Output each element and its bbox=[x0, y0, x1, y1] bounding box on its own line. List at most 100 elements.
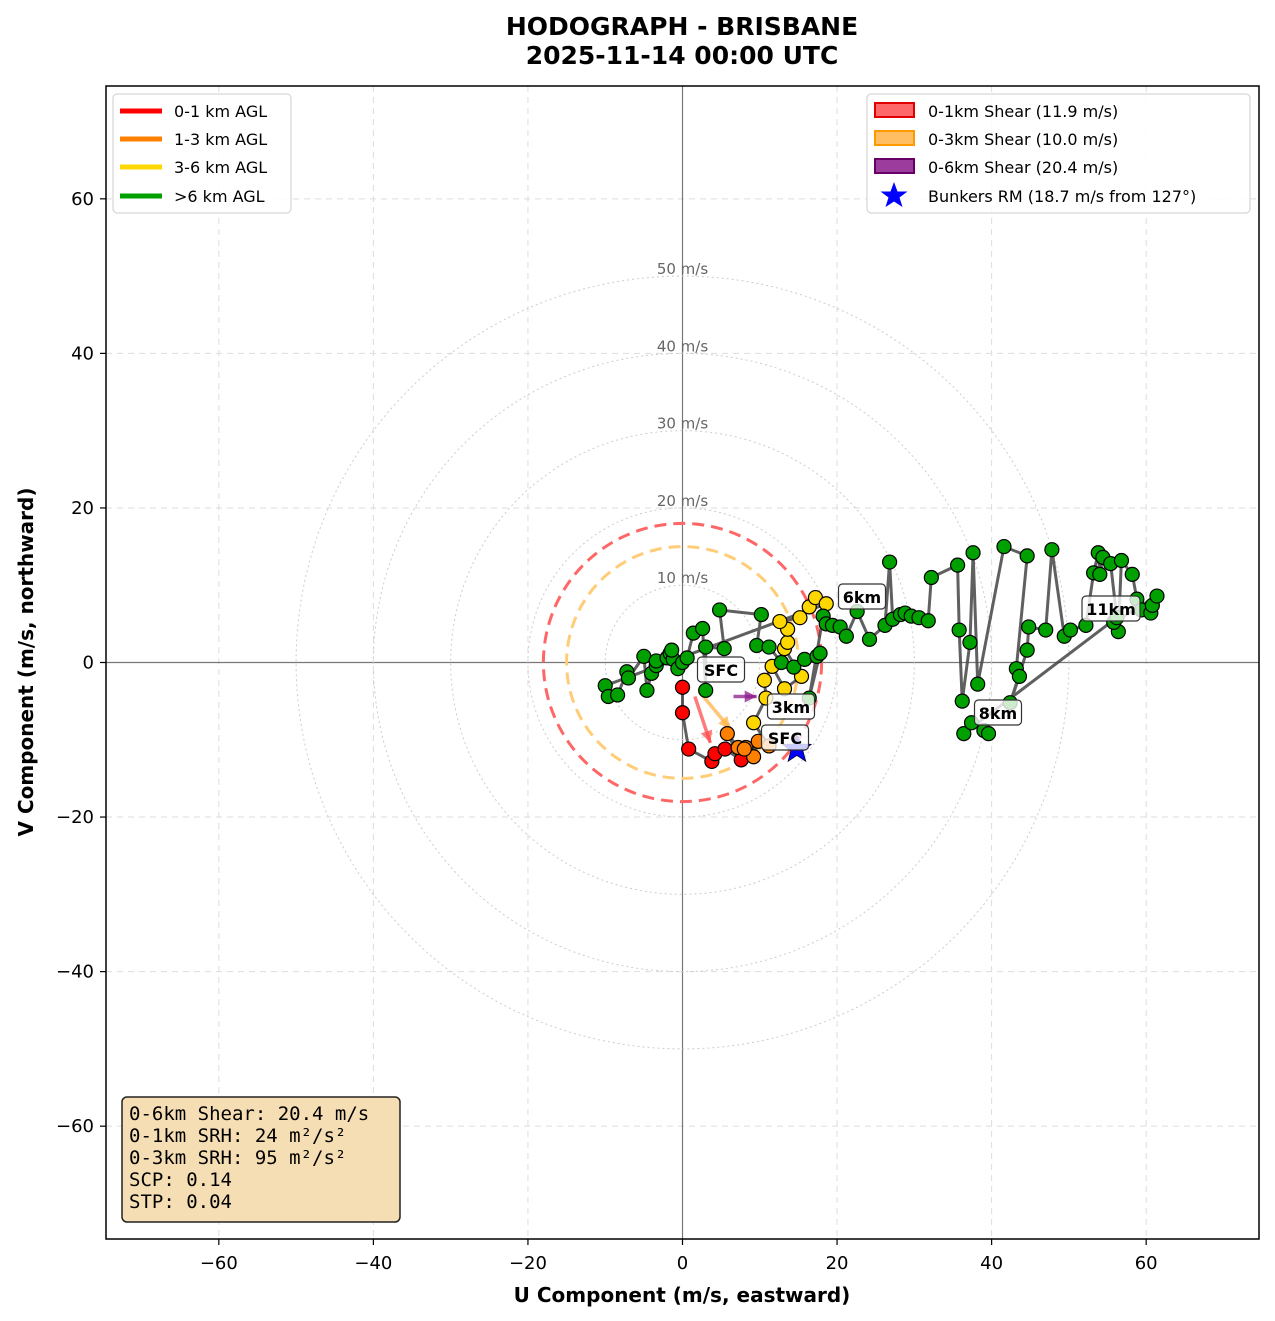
altitude-labels: SFC SFC 3km 6km 8km 11km bbox=[696, 583, 1141, 751]
shear-arrowhead bbox=[744, 690, 757, 703]
legend-label-0-1km: 0-1 km AGL bbox=[174, 102, 267, 121]
altitude-label: SFC bbox=[760, 724, 810, 751]
wind-point bbox=[996, 538, 1012, 555]
altitude-label-text: SFC bbox=[704, 661, 738, 680]
ring-label: 20 m/s bbox=[657, 492, 709, 510]
legend-swatch-shear-0-6km bbox=[874, 158, 915, 174]
legend-label-1-3km: 1-3 km AGL bbox=[174, 130, 267, 149]
speed-rings: 10 m/s 20 m/s 30 m/s 40 m/s 50 m/s bbox=[295, 260, 1070, 1050]
x-tick-label: −40 bbox=[354, 1253, 392, 1274]
x-tick-label: −20 bbox=[509, 1253, 547, 1274]
legend-swatch-shear-0-3km bbox=[874, 130, 915, 146]
speed-ring bbox=[372, 352, 993, 973]
wind-point bbox=[1011, 668, 1028, 685]
wind-point bbox=[1019, 642, 1035, 658]
shear-legend: 0-1km Shear (11.9 m/s) 0-3km Shear (10.0… bbox=[866, 93, 1251, 214]
wind-point bbox=[1021, 619, 1037, 635]
stats-shear-0-6km: 0-6km Shear: 20.4 m/s bbox=[129, 1103, 369, 1125]
wind-point bbox=[965, 545, 981, 561]
wind-point bbox=[698, 639, 714, 655]
shear-circle bbox=[541, 521, 824, 804]
wind-point bbox=[694, 620, 711, 637]
wind-point bbox=[861, 631, 878, 647]
wind-point bbox=[756, 672, 773, 688]
altitude-label: 11km bbox=[1081, 595, 1141, 622]
wind-point bbox=[1124, 566, 1140, 583]
legend-label-shear-0-1km: 0-1km Shear (11.9 m/s) bbox=[928, 102, 1118, 121]
wind-points bbox=[597, 538, 1165, 770]
wind-point bbox=[664, 642, 680, 658]
wind-point bbox=[679, 650, 695, 666]
stats-scp: SCP: 0.14 bbox=[129, 1169, 232, 1191]
stats-srh-0-1km: 0-1km SRH: 24 m²/s² bbox=[129, 1125, 346, 1147]
layer-legend: 0-1 km AGL 1-3 km AGL 3-6 km AGL >6 km A… bbox=[112, 93, 292, 214]
wind-point bbox=[1062, 622, 1079, 638]
wind-point bbox=[761, 639, 777, 655]
wind-point bbox=[1044, 542, 1060, 558]
altitude-label-text: SFC bbox=[768, 729, 802, 748]
shear-arrowhead bbox=[718, 715, 731, 729]
wind-point bbox=[818, 596, 834, 612]
altitude-label: 3km bbox=[766, 693, 816, 720]
y-tick-label: −20 bbox=[56, 807, 94, 828]
x-tick-label: 0 bbox=[677, 1253, 688, 1274]
wind-point bbox=[681, 741, 697, 757]
altitude-label-text: 8km bbox=[979, 704, 1017, 723]
y-tick-label: −60 bbox=[56, 1116, 94, 1137]
wind-point bbox=[797, 651, 813, 668]
legend-label-bunkers: Bunkers RM (18.7 m/s from 127°) bbox=[928, 187, 1196, 206]
altitude-label-text: 6km bbox=[843, 588, 881, 607]
altitude-label-text: 3km bbox=[772, 698, 810, 717]
axis-ticks: −60 −40 −20 0 20 40 60 −60 −40 −20 0 20 40 60 bbox=[56, 189, 1158, 1274]
wind-point bbox=[1092, 566, 1108, 583]
wind-point bbox=[950, 557, 966, 573]
shear-arrows bbox=[693, 690, 757, 744]
y-tick-label: 0 bbox=[83, 653, 94, 674]
stats-stp: STP: 0.04 bbox=[129, 1191, 232, 1213]
ring-label: 50 m/s bbox=[657, 260, 709, 278]
wind-point bbox=[711, 602, 728, 618]
wind-point bbox=[920, 613, 936, 629]
x-tick-label: 20 bbox=[826, 1253, 849, 1274]
legend-label-shear-0-3km: 0-3km Shear (10.0 m/s) bbox=[928, 130, 1118, 149]
chart-subtitle: 2025-11-14 00:00 UTC bbox=[526, 41, 839, 70]
wind-point bbox=[951, 622, 967, 638]
wind-point bbox=[620, 670, 637, 686]
wind-point bbox=[1019, 548, 1035, 564]
wind-point bbox=[753, 606, 769, 623]
wind-point bbox=[956, 725, 972, 742]
wind-point bbox=[954, 693, 970, 709]
speed-ring bbox=[604, 584, 761, 741]
wind-point bbox=[812, 645, 828, 661]
legend-swatch-shear-0-1km bbox=[874, 102, 915, 118]
legend-label-above-6km: >6 km AGL bbox=[174, 187, 265, 206]
altitude-label-text: 11km bbox=[1086, 600, 1136, 619]
chart-title: HODOGRAPH - BRISBANE bbox=[506, 12, 858, 41]
wind-point bbox=[639, 682, 655, 698]
speed-ring bbox=[527, 507, 838, 818]
wind-point bbox=[1113, 552, 1130, 569]
wind-point bbox=[719, 725, 735, 742]
legend-label-3-6km: 3-6 km AGL bbox=[174, 158, 267, 177]
wind-point bbox=[749, 637, 765, 654]
altitude-label: SFC bbox=[696, 656, 746, 683]
wind-point bbox=[970, 676, 986, 692]
ring-label: 10 m/s bbox=[657, 569, 709, 587]
x-tick-label: 60 bbox=[1135, 1253, 1158, 1274]
y-tick-label: 40 bbox=[71, 343, 94, 364]
x-tick-label: 40 bbox=[980, 1253, 1003, 1274]
wind-point bbox=[736, 741, 752, 757]
wind-point bbox=[674, 705, 691, 721]
legend-label-shear-0-6km: 0-6km Shear (20.4 m/s) bbox=[928, 158, 1118, 177]
wind-point bbox=[786, 659, 802, 675]
wind-point bbox=[698, 682, 714, 698]
speed-ring bbox=[295, 275, 1070, 1050]
wind-point bbox=[717, 741, 733, 757]
wind-point bbox=[745, 715, 762, 731]
wind-point bbox=[779, 634, 796, 651]
speed-ring bbox=[450, 430, 915, 895]
wind-point bbox=[1149, 588, 1165, 604]
altitude-label: 6km bbox=[837, 583, 887, 610]
ring-label: 30 m/s bbox=[657, 415, 709, 433]
